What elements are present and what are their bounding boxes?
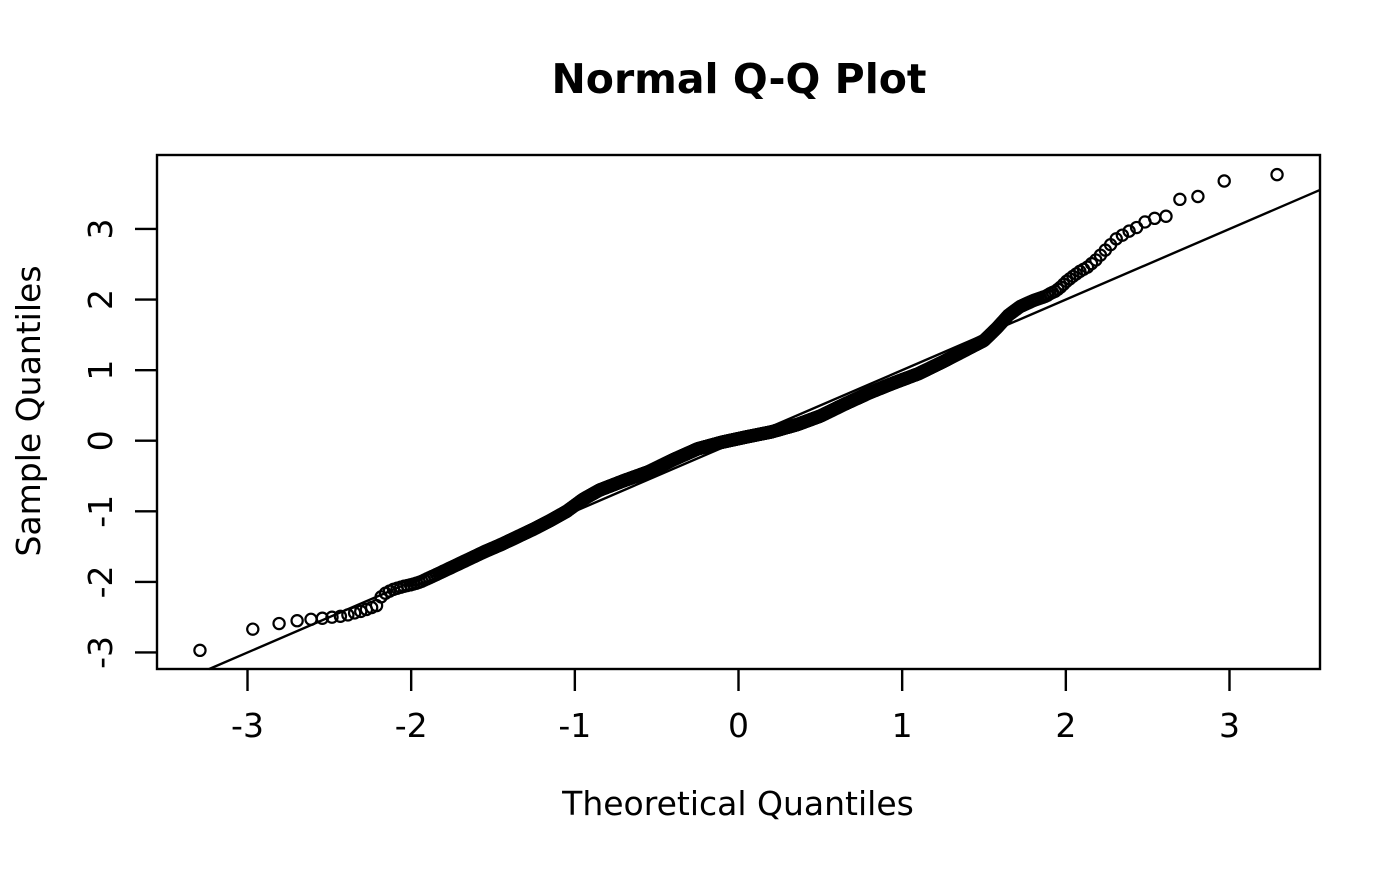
plot-frame	[155, 153, 1322, 671]
reference-line	[208, 188, 1321, 671]
data-point	[333, 609, 348, 623]
data-point	[1270, 167, 1284, 182]
y-tick-label: -3	[81, 636, 120, 669]
data-point	[1159, 209, 1173, 223]
y-tick-label: -2	[81, 565, 120, 598]
x-tick-label: -2	[395, 706, 428, 745]
x-tick-label: 1	[892, 706, 913, 745]
x-tick-label: 2	[1055, 706, 1076, 745]
y-tick-label: 3	[81, 218, 120, 239]
data-point	[1173, 192, 1187, 207]
data-point	[290, 614, 304, 628]
data-point	[1115, 228, 1130, 242]
y-tick-label: -1	[81, 495, 120, 528]
x-tick-label: 0	[728, 706, 749, 745]
data-point	[1217, 174, 1231, 188]
data-point	[272, 616, 286, 631]
y-axis-label: Sample Quantiles	[9, 265, 48, 556]
data-point	[246, 622, 260, 636]
chart-title: Normal Q-Q Plot	[551, 55, 926, 103]
x-tick-label: -1	[558, 706, 591, 745]
qq-points	[193, 167, 1284, 658]
data-point	[1122, 224, 1136, 238]
data-point	[1147, 211, 1162, 226]
data-point	[1191, 189, 1205, 204]
axis-ticks	[135, 227, 1231, 691]
x-tick-label: -3	[231, 706, 264, 745]
data-point	[193, 643, 207, 658]
x-axis-label: Theoretical Quantiles	[561, 784, 914, 823]
y-tick-label: 1	[81, 360, 120, 381]
x-tick-label: 3	[1219, 706, 1240, 745]
y-tick-label: 2	[81, 289, 120, 310]
axis-tick-labels: -3 -2 -1 0 1 2 3 -3 -2 -1 0 1 2 3	[81, 218, 1240, 745]
y-tick-label: 0	[81, 430, 120, 451]
